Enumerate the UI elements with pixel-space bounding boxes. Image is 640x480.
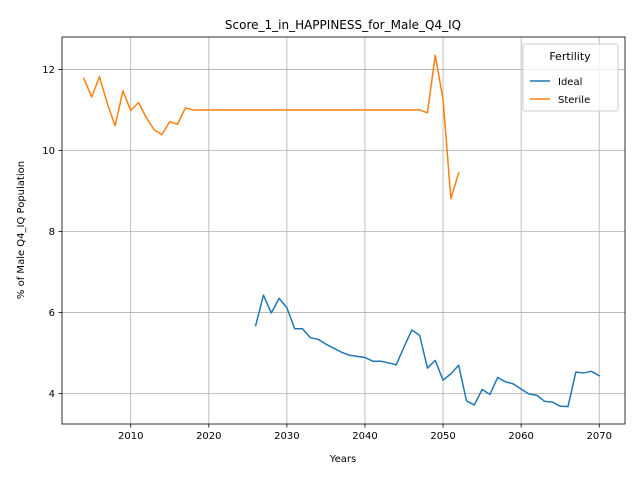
chart-title: Score_1_in_HAPPINESS_for_Male_Q4_IQ (225, 18, 461, 32)
x-tick-label: 2060 (508, 431, 533, 442)
x-tick-label: 2040 (352, 431, 377, 442)
legend-box (522, 43, 619, 112)
x-tick-label: 2020 (196, 431, 221, 442)
grid (62, 37, 625, 424)
y-axis-label: % of Male Q4_IQ Population (16, 161, 27, 299)
legend-title: Fertility (549, 50, 591, 63)
x-tick-label: 2070 (587, 431, 612, 442)
y-tick-label: 10 (42, 146, 55, 157)
x-tick-label: 2030 (274, 431, 299, 442)
y-tick-label: 6 (49, 308, 55, 319)
legend: Fertility Ideal Sterile (522, 43, 619, 112)
x-tick-label: 2010 (118, 431, 143, 442)
series-line-ideal (254, 294, 601, 408)
series-layer (82, 54, 601, 408)
y-tick-label: 8 (49, 227, 55, 238)
legend-items: Ideal Sterile (530, 77, 590, 106)
legend-entry: Sterile (558, 95, 590, 106)
x-axis-label: Years (329, 454, 356, 465)
y-tick-label: 4 (49, 389, 55, 400)
series-line-sterile (82, 54, 460, 200)
ticks: 2010 2020 2030 2040 2050 2060 2070 4 6 8 10 12 (42, 65, 612, 442)
legend-entry: Ideal (558, 77, 582, 88)
plot-frame (61, 36, 626, 425)
x-tick-label: 2050 (430, 431, 455, 442)
y-tick-label: 12 (42, 65, 55, 76)
